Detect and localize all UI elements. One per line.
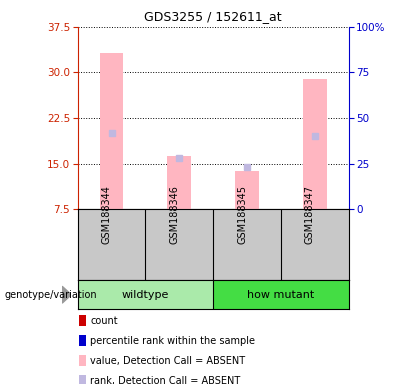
Title: GDS3255 / 152611_at: GDS3255 / 152611_at [144,10,282,23]
Polygon shape [62,286,71,303]
Bar [303,79,327,209]
Text: percentile rank within the sample: percentile rank within the sample [90,336,255,346]
Text: count: count [90,316,118,326]
Bar [168,156,191,209]
Bar [79,315,86,326]
Bar [79,355,86,366]
Text: GSM188345: GSM188345 [237,185,247,245]
Bar [100,53,123,209]
Text: wildtype: wildtype [122,290,169,300]
Bar [79,335,86,346]
Bar [235,171,259,209]
Text: GSM188344: GSM188344 [102,185,112,244]
Text: genotype/variation: genotype/variation [4,290,97,300]
Text: GSM188346: GSM188346 [169,185,179,244]
Text: GSM188347: GSM188347 [305,185,315,245]
Text: how mutant: how mutant [247,290,315,300]
Bar [213,280,349,309]
Text: value, Detection Call = ABSENT: value, Detection Call = ABSENT [90,356,245,366]
Bar [78,280,213,309]
Text: rank, Detection Call = ABSENT: rank, Detection Call = ABSENT [90,376,241,384]
Bar [79,375,86,384]
